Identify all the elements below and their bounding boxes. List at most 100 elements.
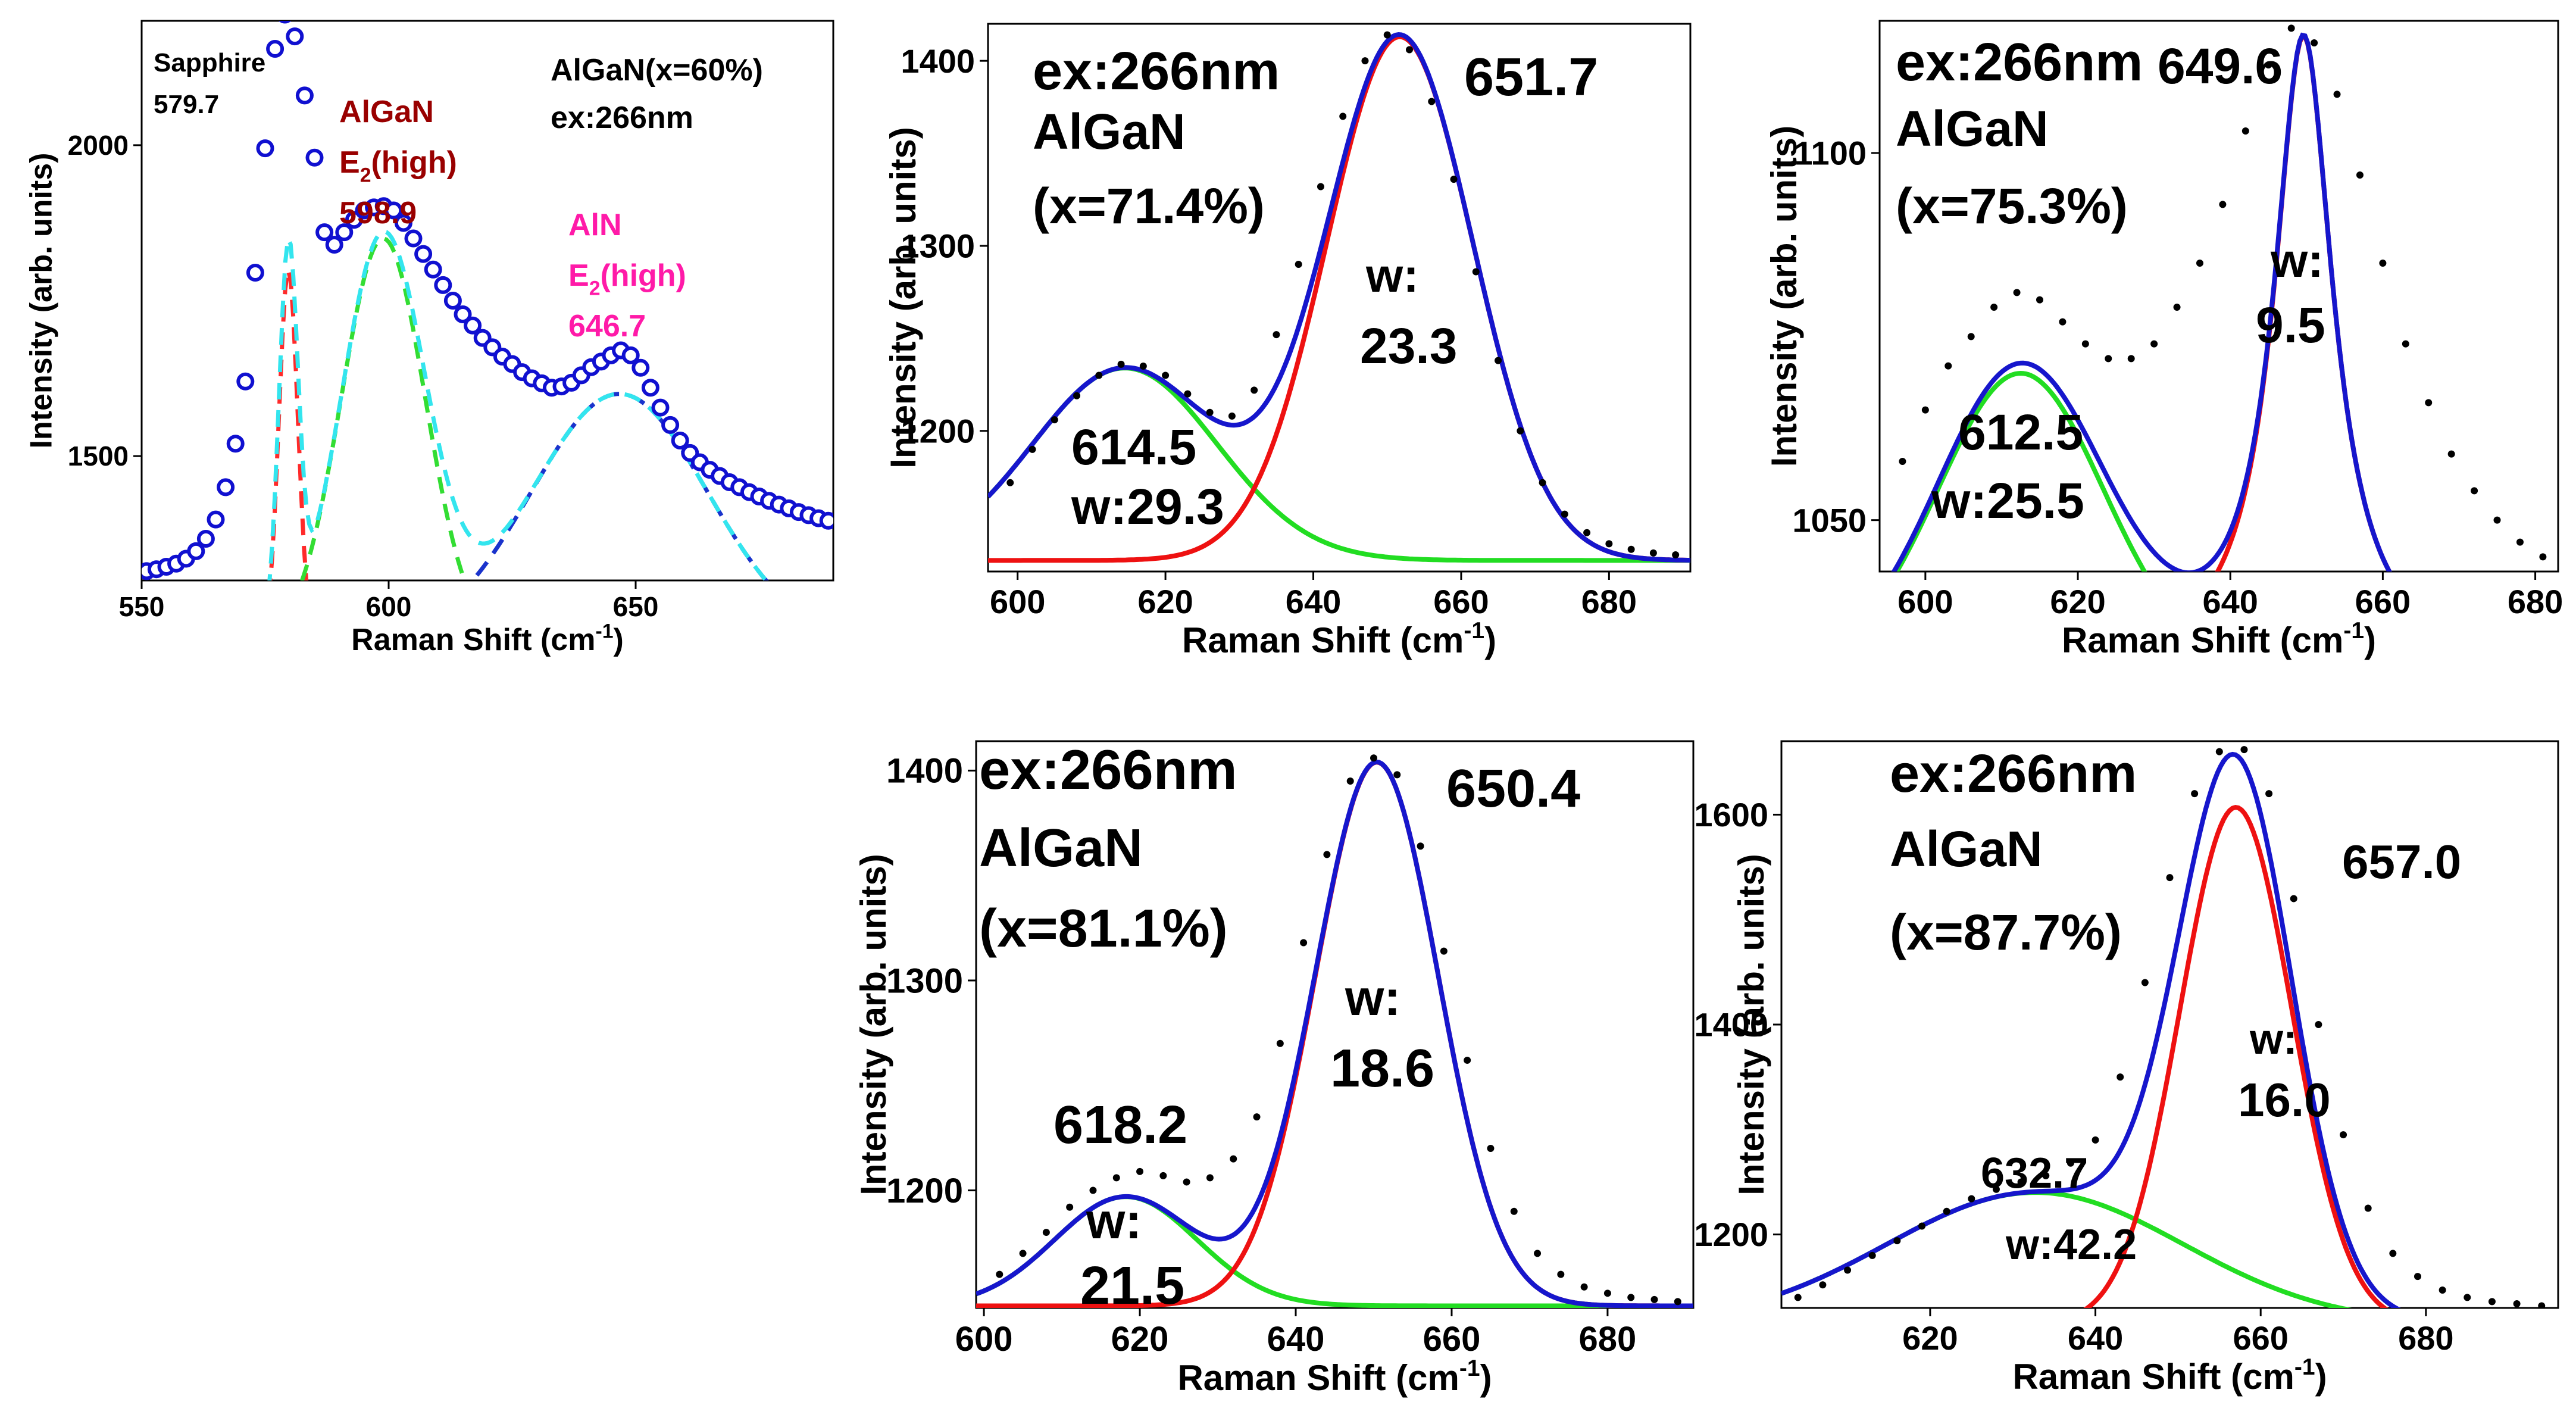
data-point	[1162, 371, 1170, 379]
x-axis-label: Raman Shift (cm-1)	[1182, 618, 1496, 660]
data-point	[2166, 874, 2174, 882]
x-tick-label: 660	[1423, 1320, 1481, 1359]
data-point	[2333, 90, 2341, 98]
data-point	[1464, 1056, 1471, 1064]
data-point	[1253, 1113, 1261, 1121]
y-tick-label: 2000	[68, 130, 129, 161]
data-point	[315, 223, 334, 242]
data-point	[1361, 57, 1369, 65]
annotation-label: w:	[1345, 970, 1400, 1026]
y-tick-label: 1200	[1694, 1216, 1768, 1253]
x-tick-label: 620	[1137, 583, 1193, 620]
data-point	[641, 379, 659, 397]
data-point	[1649, 549, 1657, 557]
data-point	[266, 40, 285, 58]
data-point	[1583, 529, 1591, 536]
data-point	[1028, 445, 1036, 453]
x-tick-label: 640	[2202, 583, 2258, 620]
data-point	[236, 372, 255, 391]
data-point	[1921, 406, 1929, 414]
series-algan-e2-high-	[299, 236, 467, 580]
data-point	[1967, 333, 1975, 341]
annotation-label: 598.9	[339, 196, 417, 230]
data-point	[2265, 790, 2273, 798]
data-point	[1339, 113, 1347, 120]
data-point	[2464, 1294, 2471, 1301]
x-axis-label: Raman Shift (cm-1)	[1177, 1356, 1492, 1398]
annotation-label: (x=87.7%)	[1890, 904, 2122, 960]
series-fit	[988, 32, 1690, 563]
data-point	[1276, 1039, 1284, 1047]
data-point	[1230, 1155, 1237, 1163]
data-point	[2356, 171, 2364, 179]
data-point	[2425, 399, 2433, 407]
data-point	[2311, 39, 2318, 46]
data-point	[2141, 979, 2149, 986]
y-axis-label: Intensity (arb. units)	[1764, 126, 1804, 467]
data-point	[2340, 1131, 2347, 1139]
data-point	[1206, 408, 1214, 416]
series-fit	[1781, 751, 2401, 1308]
data-point	[2219, 201, 2227, 208]
data-point	[246, 264, 264, 282]
data-point	[1472, 268, 1480, 276]
annotation-label: w:	[1365, 249, 1419, 302]
annotation-label: 9.5	[2256, 297, 2325, 353]
data-point	[1406, 46, 1413, 54]
data-point	[196, 530, 215, 548]
annotation-label: ex:266nm	[1896, 33, 2143, 92]
data-point	[1136, 1167, 1144, 1175]
series-sapphire	[268, 269, 309, 580]
data-point	[2036, 296, 2043, 304]
data-point	[1450, 176, 1458, 183]
x-tick-label: 620	[1902, 1319, 1958, 1357]
data-point	[1393, 771, 1401, 779]
y-axis-label: Intensity (arb. units)	[883, 127, 923, 468]
data-point	[1295, 261, 1302, 268]
data-point	[1557, 1270, 1565, 1278]
data-point	[1672, 551, 1680, 559]
annotation-label: 657.0	[2342, 835, 2461, 888]
data-point	[1073, 392, 1081, 399]
data-point	[2265, 61, 2272, 68]
data-point	[621, 346, 640, 364]
x-tick-label: 660	[2233, 1319, 2288, 1357]
data-point	[2191, 790, 2199, 798]
data-point	[217, 478, 235, 497]
data-point	[2290, 895, 2297, 903]
y-tick-label: 1200	[901, 412, 975, 449]
data-point	[1510, 1207, 1518, 1215]
plot-area	[142, 21, 833, 580]
x-tick-label: 620	[2050, 583, 2105, 620]
data-point	[1370, 754, 1377, 762]
y-tick-label: 1400	[886, 752, 963, 791]
annotation-label: 632.7	[1981, 1150, 2088, 1197]
data-point	[1089, 1186, 1097, 1194]
data-point	[1383, 31, 1391, 39]
data-point	[1495, 357, 1502, 364]
data-point	[414, 245, 433, 263]
series-fit	[1891, 32, 2392, 572]
data-point	[1417, 842, 1424, 850]
data-point	[1819, 1281, 1827, 1289]
y-tick-label: 1500	[68, 441, 129, 471]
data-point	[1183, 1178, 1190, 1186]
plot-area	[1781, 746, 2546, 1308]
data-point	[2402, 340, 2409, 348]
data-point	[2081, 340, 2089, 348]
data-point	[278, 21, 292, 24]
data-point	[2240, 746, 2248, 754]
y-axis-label: Intensity (arb. units)	[1731, 854, 1771, 1195]
data-point	[1918, 1222, 1926, 1230]
data-point	[325, 236, 343, 254]
data-point	[384, 201, 403, 220]
data-point	[632, 358, 650, 377]
data-point	[454, 305, 472, 323]
annotation-label: 579.7	[154, 90, 219, 119]
data-point	[2379, 260, 2387, 267]
data-point	[1066, 1203, 1074, 1211]
annotation-label: 651.7	[1464, 48, 1598, 107]
annotation-label: 650.4	[1446, 759, 1580, 819]
y-axis-label: Intensity (arb. units)	[854, 854, 893, 1195]
